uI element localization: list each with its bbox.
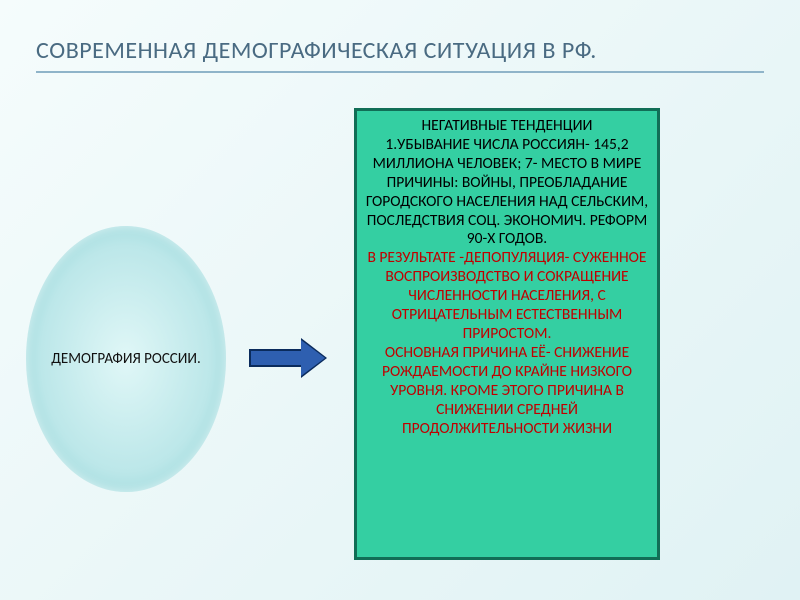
slide-title: СОВРЕМЕННАЯ ДЕМОГРАФИЧЕСКАЯ СИТУАЦИЯ В Р… [36,36,764,65]
ellipse-demography: ДЕМОГРАФИЯ РОССИИ. [26,226,226,492]
ellipse-demography-label: ДЕМОГРАФИЯ РОССИИ. [51,349,201,369]
slide-title-block: СОВРЕМЕННАЯ ДЕМОГРАФИЧЕСКАЯ СИТУАЦИЯ В Р… [36,36,764,73]
panel-red-1: В РЕЗУЛЬТАТЕ -ДЕПОПУЛЯЦИЯ- СУЖЕННОЕ ВОСП… [365,249,649,344]
panel-line-1: 1.УБЫВАНИЕ ЧИСЛА РОССИЯН- 145,2 МИЛЛИОНА… [365,136,649,174]
panel-line-2: ПРИЧИНЫ: ВОЙНЫ, ПРЕОБЛАДАНИЕ ГОРОДСКОГО … [365,174,649,250]
panel-negative-trends: НЕГАТИВНЫЕ ТЕНДЕНЦИИ 1.УБЫВАНИЕ ЧИСЛА РО… [354,108,660,560]
panel-heading: НЕГАТИВНЫЕ ТЕНДЕНЦИИ [365,117,649,136]
title-underline [36,71,764,73]
panel-red-2: ОСНОВНАЯ ПРИЧИНА ЕЁ- СНИЖЕНИЕ РОЖДАЕМОСТ… [365,344,649,439]
arrow-to-trends [249,340,325,376]
